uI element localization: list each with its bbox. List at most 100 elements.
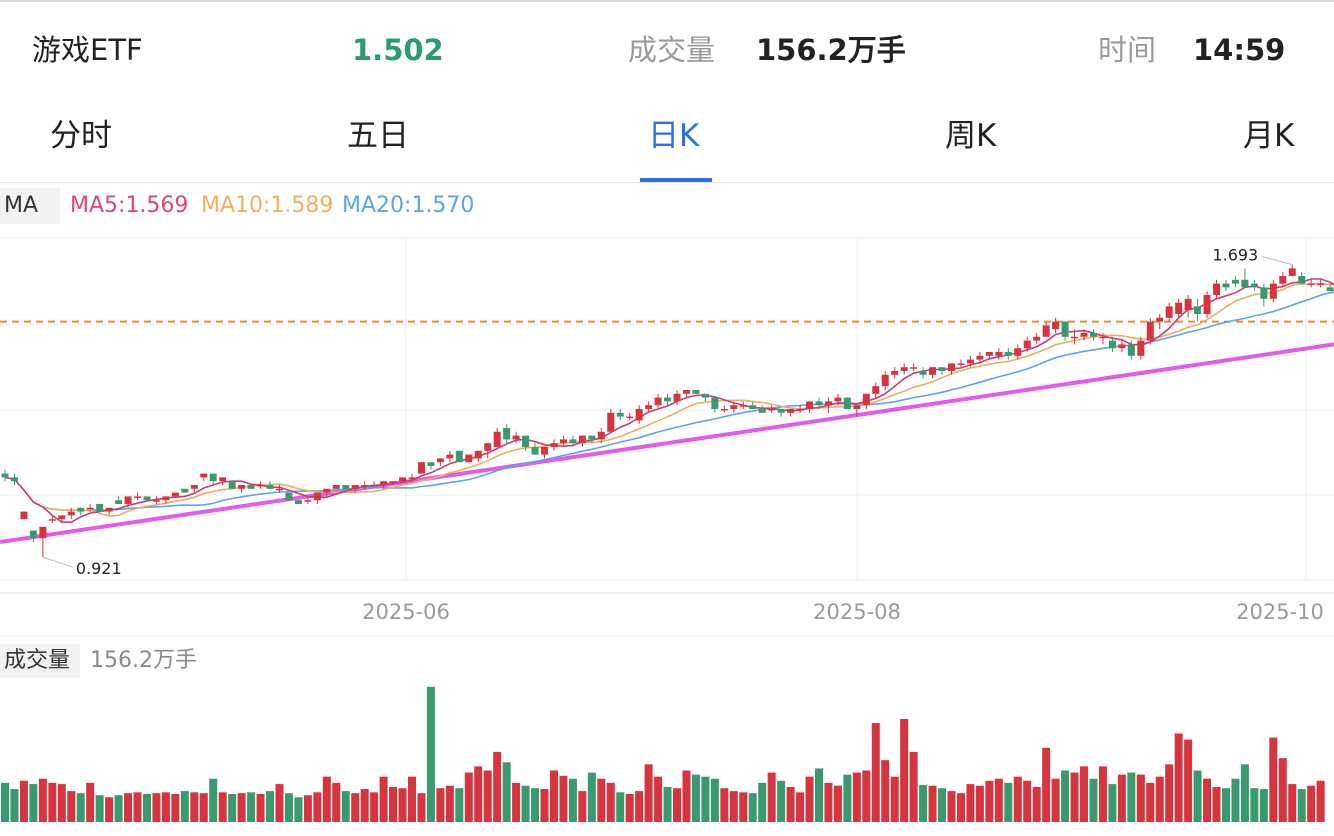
volume-bar	[1013, 776, 1022, 822]
volume-tag[interactable]: 成交量	[0, 644, 80, 678]
volume-bar	[417, 793, 426, 822]
candle-body	[1307, 283, 1315, 286]
candle-body	[1317, 283, 1325, 286]
volume-bar	[1212, 786, 1221, 822]
candle-body	[891, 371, 899, 375]
candle-body	[285, 492, 293, 501]
candle-body	[29, 530, 37, 539]
volume-legend: 成交量 156.2万手	[0, 644, 1334, 678]
candle-body	[872, 386, 880, 394]
volume-bar	[303, 795, 312, 822]
candle-body	[777, 409, 785, 413]
volume-bar	[975, 785, 984, 822]
volume-bar	[606, 782, 615, 822]
volume-bar	[777, 780, 786, 822]
candle-body	[1222, 283, 1230, 288]
candle-body	[399, 477, 407, 482]
candle-body	[446, 454, 454, 459]
candle-body	[1213, 283, 1221, 295]
tab-daily-k[interactable]: 日K	[648, 118, 700, 154]
candle-body	[541, 447, 549, 455]
volume-bar	[1117, 774, 1126, 822]
candle-body	[124, 496, 132, 504]
candle-body	[559, 439, 567, 444]
volume-bar	[19, 780, 28, 822]
volume-bar	[483, 770, 492, 822]
candle-body	[143, 496, 151, 501]
candle-body	[1194, 306, 1202, 314]
candle-body	[228, 481, 236, 489]
ma-tag[interactable]: MA	[0, 188, 60, 224]
candle-body	[436, 458, 444, 463]
volume-bar	[426, 686, 435, 822]
candle-body	[1175, 302, 1183, 314]
volume-bar	[1089, 778, 1098, 822]
x-tick-label: 2025-06	[362, 600, 450, 624]
volume-bar	[1307, 785, 1316, 822]
time-label: 时间	[1098, 33, 1157, 67]
candle-body	[512, 435, 520, 440]
candle-body	[1089, 333, 1097, 337]
volume-bar	[360, 789, 369, 822]
volume-bar	[67, 791, 76, 822]
candle-body	[1231, 279, 1239, 284]
candle-body	[1184, 298, 1192, 311]
tab-monthly-k[interactable]: 月K	[1243, 118, 1295, 154]
volume-bar	[10, 789, 19, 822]
candle-body	[323, 488, 331, 493]
volume-bar	[616, 792, 625, 822]
candle-body	[304, 500, 312, 502]
volume-bar	[1136, 774, 1145, 822]
candle-body	[673, 393, 681, 402]
volume-bar	[161, 792, 170, 822]
volume-bar	[1042, 747, 1051, 822]
candle-body	[1250, 283, 1258, 288]
last-price: 1.502	[352, 33, 444, 67]
candle-body	[361, 485, 369, 487]
tab-intraday[interactable]: 分时	[50, 118, 112, 154]
volume-bar	[625, 793, 634, 822]
candle-body	[275, 488, 283, 491]
candle-body	[578, 435, 586, 444]
candle-body	[948, 363, 955, 371]
candle-body	[1260, 287, 1268, 299]
candle-body	[853, 405, 861, 409]
volume-bar	[209, 778, 218, 822]
volume-bar	[1288, 784, 1297, 822]
volume-legend-value: 156.2万手	[90, 648, 197, 673]
candle-body	[86, 507, 94, 510]
tab-weekly-k[interactable]: 周K	[945, 118, 997, 154]
volume-bar	[644, 764, 653, 822]
candle-body	[607, 412, 615, 432]
candle-body	[219, 477, 227, 482]
candle-body	[171, 492, 179, 497]
candle-body	[380, 481, 388, 485]
volume-bar	[1032, 786, 1041, 822]
candle-body	[474, 450, 482, 459]
volume-bar	[786, 786, 795, 822]
candle-body	[200, 473, 208, 478]
candle-body	[815, 401, 823, 406]
volume-bar	[332, 782, 341, 822]
candle-body	[1288, 268, 1296, 276]
tab-five-day[interactable]: 五日	[347, 118, 409, 154]
candle-body	[10, 477, 18, 482]
candle-body	[1023, 340, 1031, 349]
volume-bar	[142, 793, 151, 822]
candle-body	[1004, 352, 1012, 356]
volume-bar	[284, 793, 293, 822]
candle-body	[758, 409, 766, 413]
candle-body	[294, 500, 302, 504]
candle-body	[768, 409, 776, 411]
volume-bar	[389, 786, 398, 822]
trendline-layer	[0, 320, 1334, 544]
volume-bar	[445, 785, 454, 822]
candle-body	[626, 416, 634, 419]
volume-bar	[701, 776, 710, 822]
candle-body	[929, 367, 937, 375]
candle-body	[938, 367, 946, 371]
volume-bar	[171, 793, 180, 822]
volume-bar	[370, 792, 379, 822]
volume-bar	[521, 785, 530, 822]
